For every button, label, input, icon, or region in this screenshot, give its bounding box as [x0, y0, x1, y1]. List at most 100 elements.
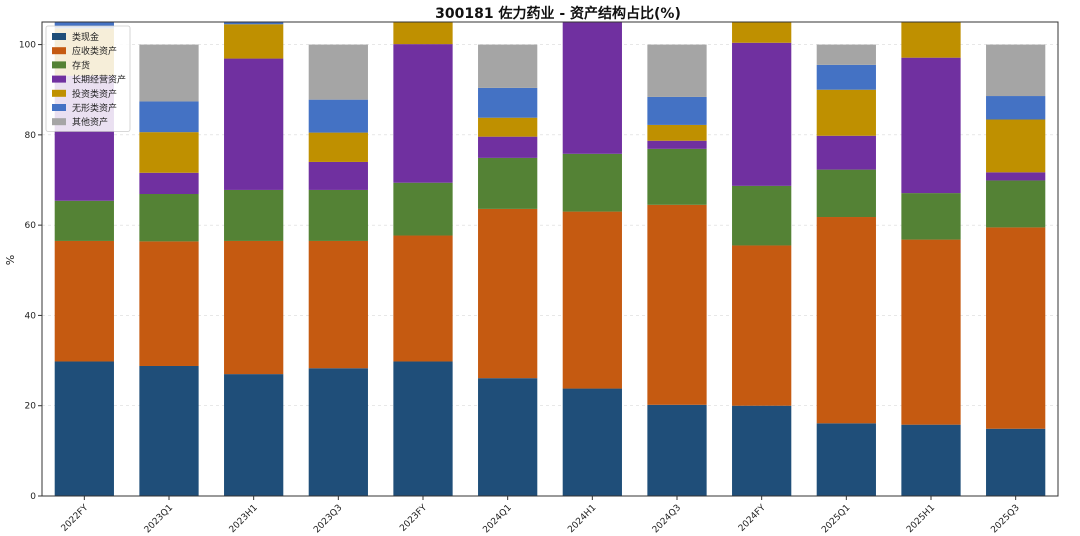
- legend-label: 长期经营资产: [72, 74, 126, 86]
- bar-segment: [393, 44, 453, 183]
- plot-frame: [41, 21, 1059, 497]
- legend-label: 应收类资产: [72, 45, 117, 57]
- bar-segment: [986, 119, 1046, 173]
- bar-segment: [54, 200, 114, 241]
- bar-segment: [54, 22, 114, 29]
- bar-segment: [816, 217, 876, 424]
- bar-segment: [901, 424, 961, 496]
- bar-segment: [139, 241, 199, 366]
- bar-segment: [562, 388, 622, 496]
- legend-label: 投资类资产: [72, 88, 117, 100]
- bar-segment: [308, 44, 368, 100]
- bar-segment: [732, 185, 792, 246]
- bar-segment: [308, 99, 368, 133]
- x-tick-label: 2023Q3: [312, 503, 344, 535]
- bar-segment: [986, 96, 1046, 120]
- bar-segment: [562, 22, 622, 154]
- chart-title: 300181 佐力药业 - 资产结构占比(%): [435, 5, 681, 22]
- y-tick-label: 80: [25, 131, 37, 141]
- bar-segment: [224, 58, 284, 190]
- bar-segment: [478, 87, 538, 118]
- bar-segment: [139, 132, 199, 173]
- bar-segment: [224, 22, 284, 25]
- bar-segment: [732, 42, 792, 186]
- y-tick-label: 60: [25, 221, 37, 231]
- bar-segment: [478, 208, 538, 379]
- x-tick-label: 2025Q3: [989, 503, 1021, 535]
- bar-segment: [393, 182, 453, 236]
- bar-segment: [139, 365, 199, 496]
- bar-segment: [647, 140, 707, 149]
- bar-segment: [732, 245, 792, 406]
- bar-segment: [478, 136, 538, 158]
- bar-segment: [986, 44, 1046, 97]
- bar-segment: [816, 423, 876, 496]
- bar-segment: [647, 404, 707, 496]
- bar-segment: [986, 428, 1046, 496]
- legend-label: 其他资产: [72, 116, 108, 128]
- bar-segment: [732, 405, 792, 496]
- x-tick-label: 2024Q1: [481, 503, 513, 535]
- bar-segment: [478, 117, 538, 137]
- legend-label: 类现金: [72, 31, 99, 43]
- y-axis-label: %: [4, 255, 17, 265]
- x-tick-label: 2025Q1: [820, 503, 852, 535]
- bar-segment: [139, 193, 199, 242]
- bar-segment: [901, 57, 961, 194]
- bar-segment: [393, 235, 453, 362]
- legend-swatch: [52, 104, 66, 111]
- legend-swatch: [52, 75, 66, 83]
- x-tick-label: 2023Q1: [143, 503, 175, 535]
- y-tick-label: 0: [30, 492, 36, 502]
- bar-segment: [308, 132, 368, 162]
- y-tick-label: 20: [25, 402, 37, 412]
- bar-segment: [647, 96, 707, 125]
- legend-box: [45, 25, 131, 132]
- bar-group: [54, 15, 1046, 496]
- bar-segment: [478, 44, 538, 88]
- bar-segment: [901, 15, 960, 17]
- x-tick-label: 2024FY: [737, 503, 768, 534]
- legend-swatch: [52, 118, 66, 126]
- bar-segment: [308, 240, 368, 369]
- bar-segment: [224, 24, 284, 59]
- bar-segment: [308, 189, 368, 241]
- bar-segment: [393, 22, 453, 45]
- bar-segment: [308, 368, 368, 496]
- bar-segment: [139, 101, 199, 133]
- bar-segment: [224, 374, 284, 496]
- bar-segment: [901, 193, 961, 240]
- bar-segment: [139, 172, 199, 194]
- bar-segment: [647, 148, 707, 205]
- y-tick-label: 100: [19, 41, 36, 51]
- y-tick-label: 40: [25, 311, 37, 321]
- bar-segment: [478, 157, 538, 209]
- bar-segment: [224, 189, 284, 241]
- bar-segment: [139, 44, 199, 102]
- bar-segment: [986, 180, 1046, 228]
- x-tick-label: 2023FY: [398, 503, 429, 534]
- bar-segment: [647, 44, 707, 97]
- bar-segment: [816, 44, 876, 65]
- bar-segment: [54, 240, 114, 362]
- legend-swatch: [52, 89, 66, 97]
- bar-segment: [732, 22, 792, 43]
- bar-segment: [901, 22, 961, 58]
- x-tick-label: 2025H1: [905, 503, 937, 535]
- bar-segment: [816, 89, 876, 136]
- bar-segment: [54, 361, 114, 496]
- bar-segment: [562, 211, 622, 389]
- bar-segment: [478, 378, 538, 496]
- x-tick-label: 2023H1: [228, 503, 260, 535]
- legend-swatch: [52, 61, 66, 69]
- legend-swatch: [52, 33, 66, 40]
- bar-segment: [986, 172, 1046, 181]
- legend-label: 无形类资产: [72, 102, 117, 114]
- bar-segment: [816, 169, 876, 218]
- bar-segment: [901, 239, 961, 425]
- bar-segment: [224, 240, 284, 375]
- legend-swatch: [52, 47, 66, 55]
- bar-segment: [816, 64, 876, 90]
